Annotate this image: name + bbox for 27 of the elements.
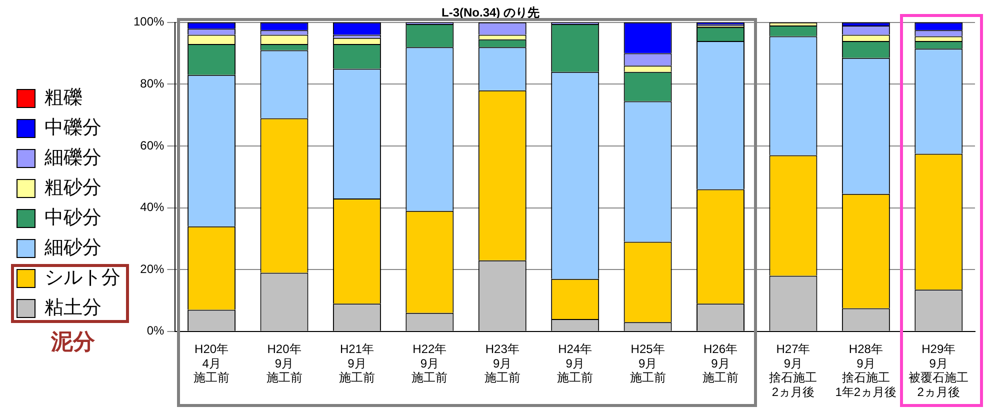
x-tick-label: H20年9月施工前: [266, 342, 302, 385]
x-tick-label: H21年9月施工前: [338, 342, 375, 385]
y-tick-label: 0%: [146, 324, 165, 338]
chart-title: L-3(No.34) のり先: [441, 6, 540, 20]
legend-label: 中砂分: [44, 208, 102, 229]
y-tick-label: 60%: [140, 138, 165, 152]
x-tick-label: H20年4月施工前: [194, 342, 230, 385]
x-tick-label: H28年9月捨石施工1年2ヵ月後: [835, 342, 897, 400]
legend-label: 粗砂分: [44, 178, 102, 199]
legend-label: 中礫分: [44, 118, 102, 139]
legend-label: 細礫分: [44, 148, 102, 169]
legend-label: シルト分: [44, 268, 120, 289]
x-tick-label: H22年9月施工前: [412, 342, 448, 385]
legend-label: 細砂分: [44, 238, 102, 259]
x-tick-label: H27年9月捨石施工2ヵ月後: [769, 342, 818, 400]
x-tick-label: H23年9月施工前: [484, 342, 520, 385]
legend-label: 粘土分: [44, 298, 102, 319]
legend-label: 粗礫: [44, 88, 82, 109]
y-tick-label: 20%: [140, 262, 165, 276]
x-tick-label: H24年9月施工前: [557, 342, 594, 385]
text: 泥分: [51, 329, 95, 357]
x-tick-label: H25年9月施工前: [630, 342, 666, 385]
x-tick-label: H26年9月施工前: [702, 342, 739, 385]
y-tick-label: 80%: [140, 76, 165, 91]
x-tick-label: H29年9月被覆石施工2ヵ月後: [908, 342, 969, 400]
y-tick-label: 40%: [140, 200, 165, 214]
y-tick-label: 100%: [133, 14, 165, 29]
